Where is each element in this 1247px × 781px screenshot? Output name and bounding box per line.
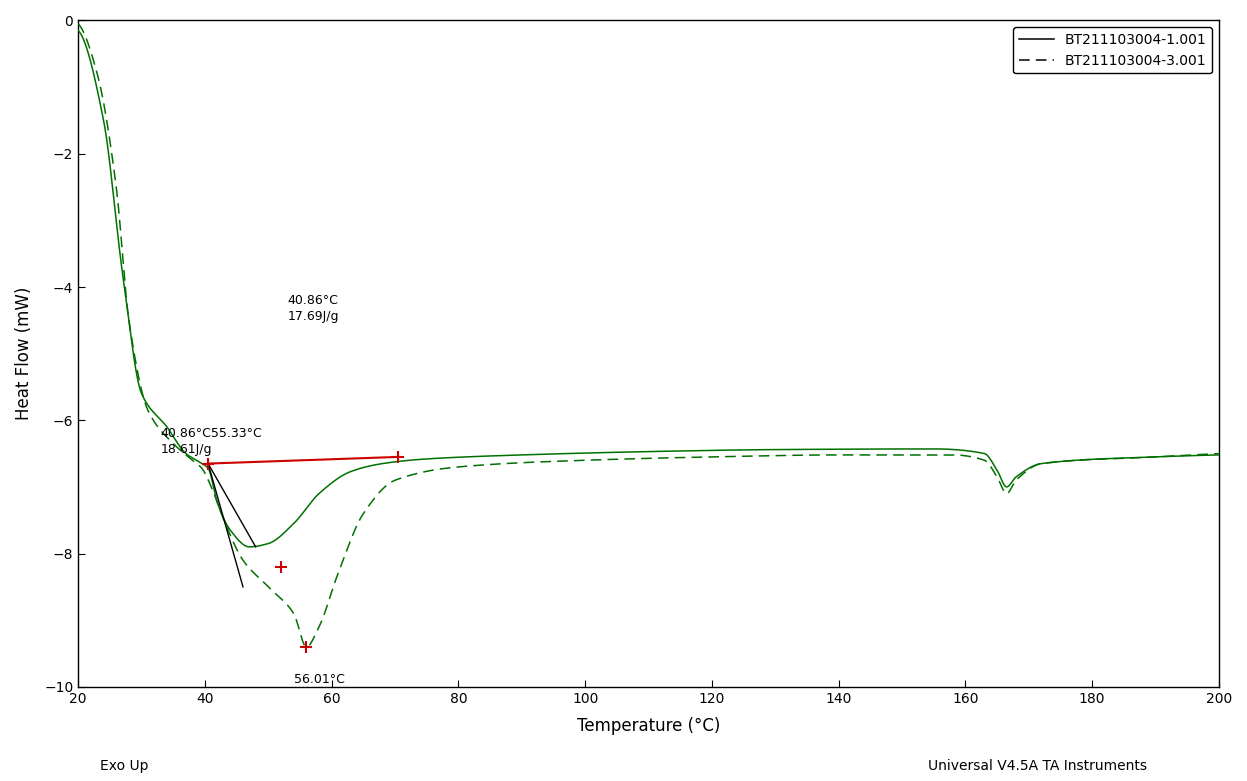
Text: 40.86°C55.33°C
18.61J/g: 40.86°C55.33°C 18.61J/g bbox=[161, 427, 262, 456]
X-axis label: Temperature (°C): Temperature (°C) bbox=[577, 717, 721, 735]
Text: 56.01°C: 56.01°C bbox=[294, 673, 344, 686]
Text: Universal V4.5A TA Instruments: Universal V4.5A TA Instruments bbox=[928, 759, 1147, 773]
Y-axis label: Heat Flow (mW): Heat Flow (mW) bbox=[15, 287, 32, 420]
Text: 40.86°C
17.69J/g: 40.86°C 17.69J/g bbox=[287, 294, 339, 323]
Text: Exo Up: Exo Up bbox=[100, 759, 148, 773]
Legend: BT211103004-1.001, BT211103004-3.001: BT211103004-1.001, BT211103004-3.001 bbox=[1014, 27, 1212, 73]
